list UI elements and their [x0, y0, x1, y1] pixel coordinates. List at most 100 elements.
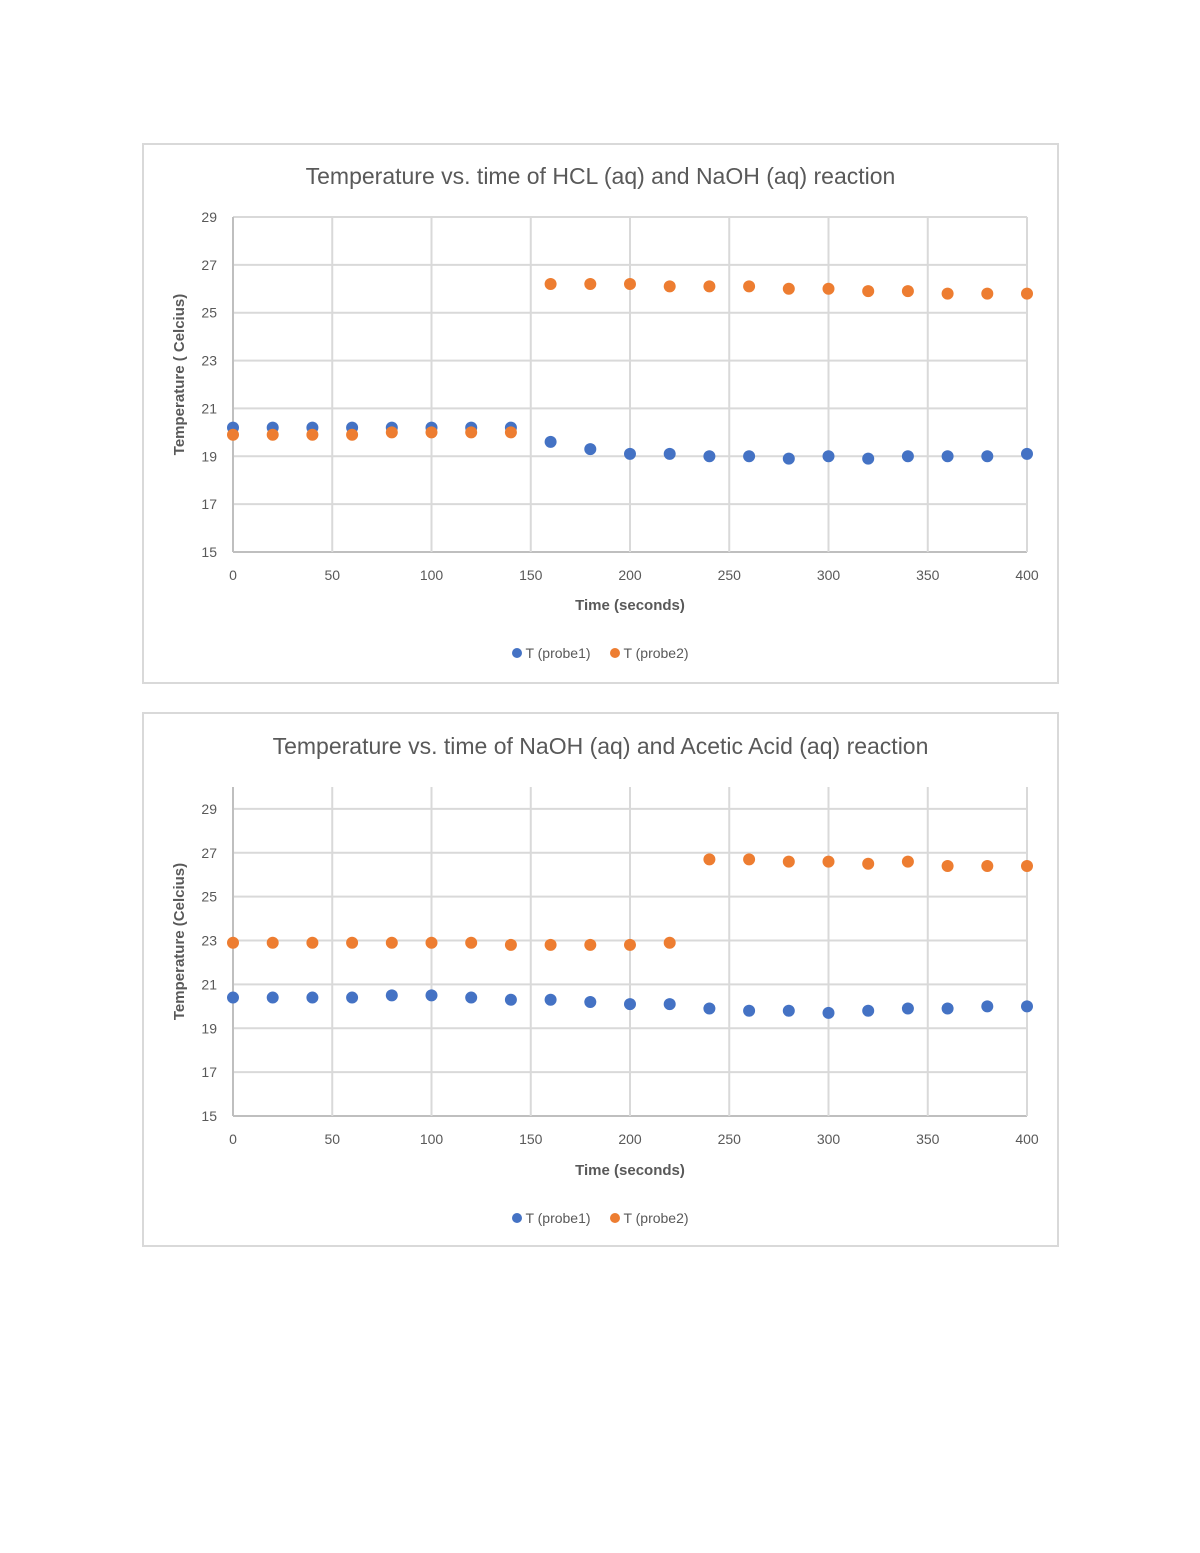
legend-label: T (probe2)	[623, 645, 689, 661]
data-point-t-probe2	[465, 426, 478, 439]
data-point-t-probe1	[1021, 1000, 1033, 1013]
y-tick-label: 19	[201, 448, 217, 464]
data-point-t-probe1	[981, 450, 994, 463]
data-point-t-probe1	[227, 991, 239, 1004]
data-point-t-probe1	[901, 1002, 914, 1015]
data-point-t-probe1	[941, 450, 954, 463]
data-point-t-probe2	[266, 936, 279, 949]
data-point-t-probe1	[266, 991, 279, 1004]
data-point-t-probe1	[822, 450, 835, 463]
data-point-t-probe1	[941, 1002, 954, 1015]
x-tick-label: 50	[324, 567, 340, 583]
x-tick-label: 50	[324, 1131, 340, 1147]
legend-item-probe1: T (probe1)	[512, 645, 591, 661]
x-tick-label: 250	[718, 567, 742, 583]
chart-plot: 15 17 19 21 23 25 27 29 0 50 100 150 200 250 300 350 400…	[171, 787, 1039, 1179]
data-point-t-probe2	[663, 936, 676, 949]
data-point-t-probe2	[504, 938, 517, 951]
data-point-t-probe2	[346, 428, 359, 441]
legend-label: T (probe2)	[623, 1210, 689, 1226]
data-point-t-probe1	[544, 435, 557, 448]
data-point-t-probe2	[663, 280, 676, 293]
y-tick-label: 25	[201, 305, 217, 321]
data-point-t-probe2	[385, 426, 398, 439]
data-point-t-probe1	[663, 998, 676, 1011]
data-point-t-probe1	[703, 450, 716, 463]
data-point-t-probe2	[425, 426, 438, 439]
data-point-t-probe1	[782, 452, 795, 465]
legend-item-probe1: T (probe1)	[512, 1210, 591, 1226]
data-point-t-probe1	[743, 450, 756, 463]
data-point-t-probe1	[346, 991, 359, 1004]
data-point-t-probe2	[465, 936, 478, 949]
data-point-t-probe2	[981, 287, 994, 300]
data-point-t-probe2	[306, 428, 319, 441]
y-tick-label: 15	[201, 1108, 217, 1124]
x-tick-label: 200	[618, 567, 642, 583]
x-axis-label: Time (seconds)	[575, 597, 685, 614]
data-point-t-probe2	[743, 280, 756, 293]
x-tick-label: 0	[229, 1131, 237, 1147]
chart-title: Temperature vs. time of HCL (aq) and NaO…	[305, 163, 896, 189]
data-point-t-probe2	[862, 285, 875, 298]
x-tick-label: 200	[618, 1131, 642, 1147]
data-point-t-probe2	[227, 936, 239, 949]
y-tick-label: 21	[201, 976, 217, 992]
data-point-t-probe1	[584, 443, 597, 456]
data-point-t-probe2	[1021, 287, 1033, 300]
chart-plot: 15 17 19 21 23 25 27 29 0 50 100 150 200 250 300 350 400…	[171, 209, 1039, 614]
x-tick-label: 100	[420, 1131, 444, 1147]
x-tick-label: 100	[420, 567, 444, 583]
data-point-t-probe2	[822, 282, 835, 295]
data-point-t-probe2	[624, 938, 636, 951]
data-point-t-probe2	[346, 936, 359, 949]
x-tick-label: 250	[718, 1131, 742, 1147]
data-point-t-probe1	[1021, 447, 1033, 460]
x-tick-label: 300	[817, 1131, 841, 1147]
data-point-t-probe1	[981, 1000, 994, 1013]
data-point-t-probe2	[782, 855, 795, 868]
data-point-t-probe2	[901, 285, 914, 298]
data-point-t-probe1	[544, 993, 557, 1006]
data-point-t-probe2	[743, 853, 756, 866]
legend-label: T (probe1)	[525, 645, 591, 661]
data-point-t-probe1	[465, 991, 478, 1004]
x-tick-label: 400	[1015, 567, 1039, 583]
y-tick-label: 17	[201, 1064, 217, 1080]
x-axis-label: Time (seconds)	[575, 1162, 685, 1179]
data-point-t-probe2	[822, 855, 835, 868]
data-point-t-probe2	[584, 278, 597, 290]
data-point-t-probe1	[703, 1002, 716, 1015]
data-point-t-probe1	[782, 1004, 795, 1017]
data-point-t-probe1	[743, 1004, 756, 1017]
data-point-t-probe1	[663, 447, 676, 460]
y-tick-label: 25	[201, 889, 217, 905]
data-point-t-probe2	[981, 859, 994, 872]
data-point-t-probe1	[624, 447, 636, 460]
legend: T (probe1) T (probe2)	[144, 645, 1057, 661]
y-tick-label: 17	[201, 496, 217, 512]
data-point-t-probe1	[425, 989, 438, 1002]
chart-1: Temperature vs. time of HCL (aq) and NaO…	[142, 143, 1059, 684]
data-point-t-probe2	[703, 280, 716, 293]
data-point-t-probe2	[504, 426, 517, 439]
y-tick-label: 29	[201, 209, 217, 225]
legend-item-probe2: T (probe2)	[610, 1210, 689, 1226]
y-tick-label: 15	[201, 544, 217, 560]
data-point-t-probe2	[941, 287, 954, 300]
legend-marker-icon	[610, 648, 621, 658]
data-point-t-probe2	[782, 282, 795, 295]
data-point-t-probe2	[227, 428, 239, 441]
x-tick-label: 350	[916, 567, 940, 583]
x-tick-label: 0	[229, 567, 237, 583]
data-point-t-probe1	[862, 1004, 875, 1017]
data-point-t-probe1	[306, 991, 319, 1004]
x-tick-label: 300	[817, 567, 841, 583]
data-point-t-probe2	[941, 859, 954, 872]
data-point-t-probe2	[584, 938, 597, 951]
data-point-t-probe1	[584, 995, 597, 1008]
data-point-t-probe1	[385, 989, 398, 1002]
data-point-t-probe2	[306, 936, 319, 949]
data-point-t-probe2	[425, 936, 438, 949]
y-tick-label: 23	[201, 353, 217, 369]
